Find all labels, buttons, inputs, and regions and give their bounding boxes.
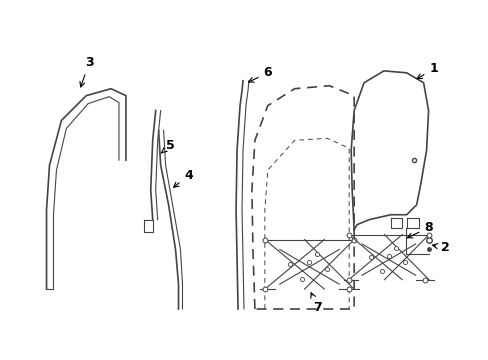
Text: 2: 2 [432,241,449,254]
Text: 6: 6 [248,66,272,82]
Text: 8: 8 [407,221,432,238]
Text: 4: 4 [173,168,192,187]
Text: 3: 3 [80,57,93,87]
Text: 7: 7 [310,293,321,314]
Text: 1: 1 [416,62,437,79]
Text: 5: 5 [161,139,175,153]
